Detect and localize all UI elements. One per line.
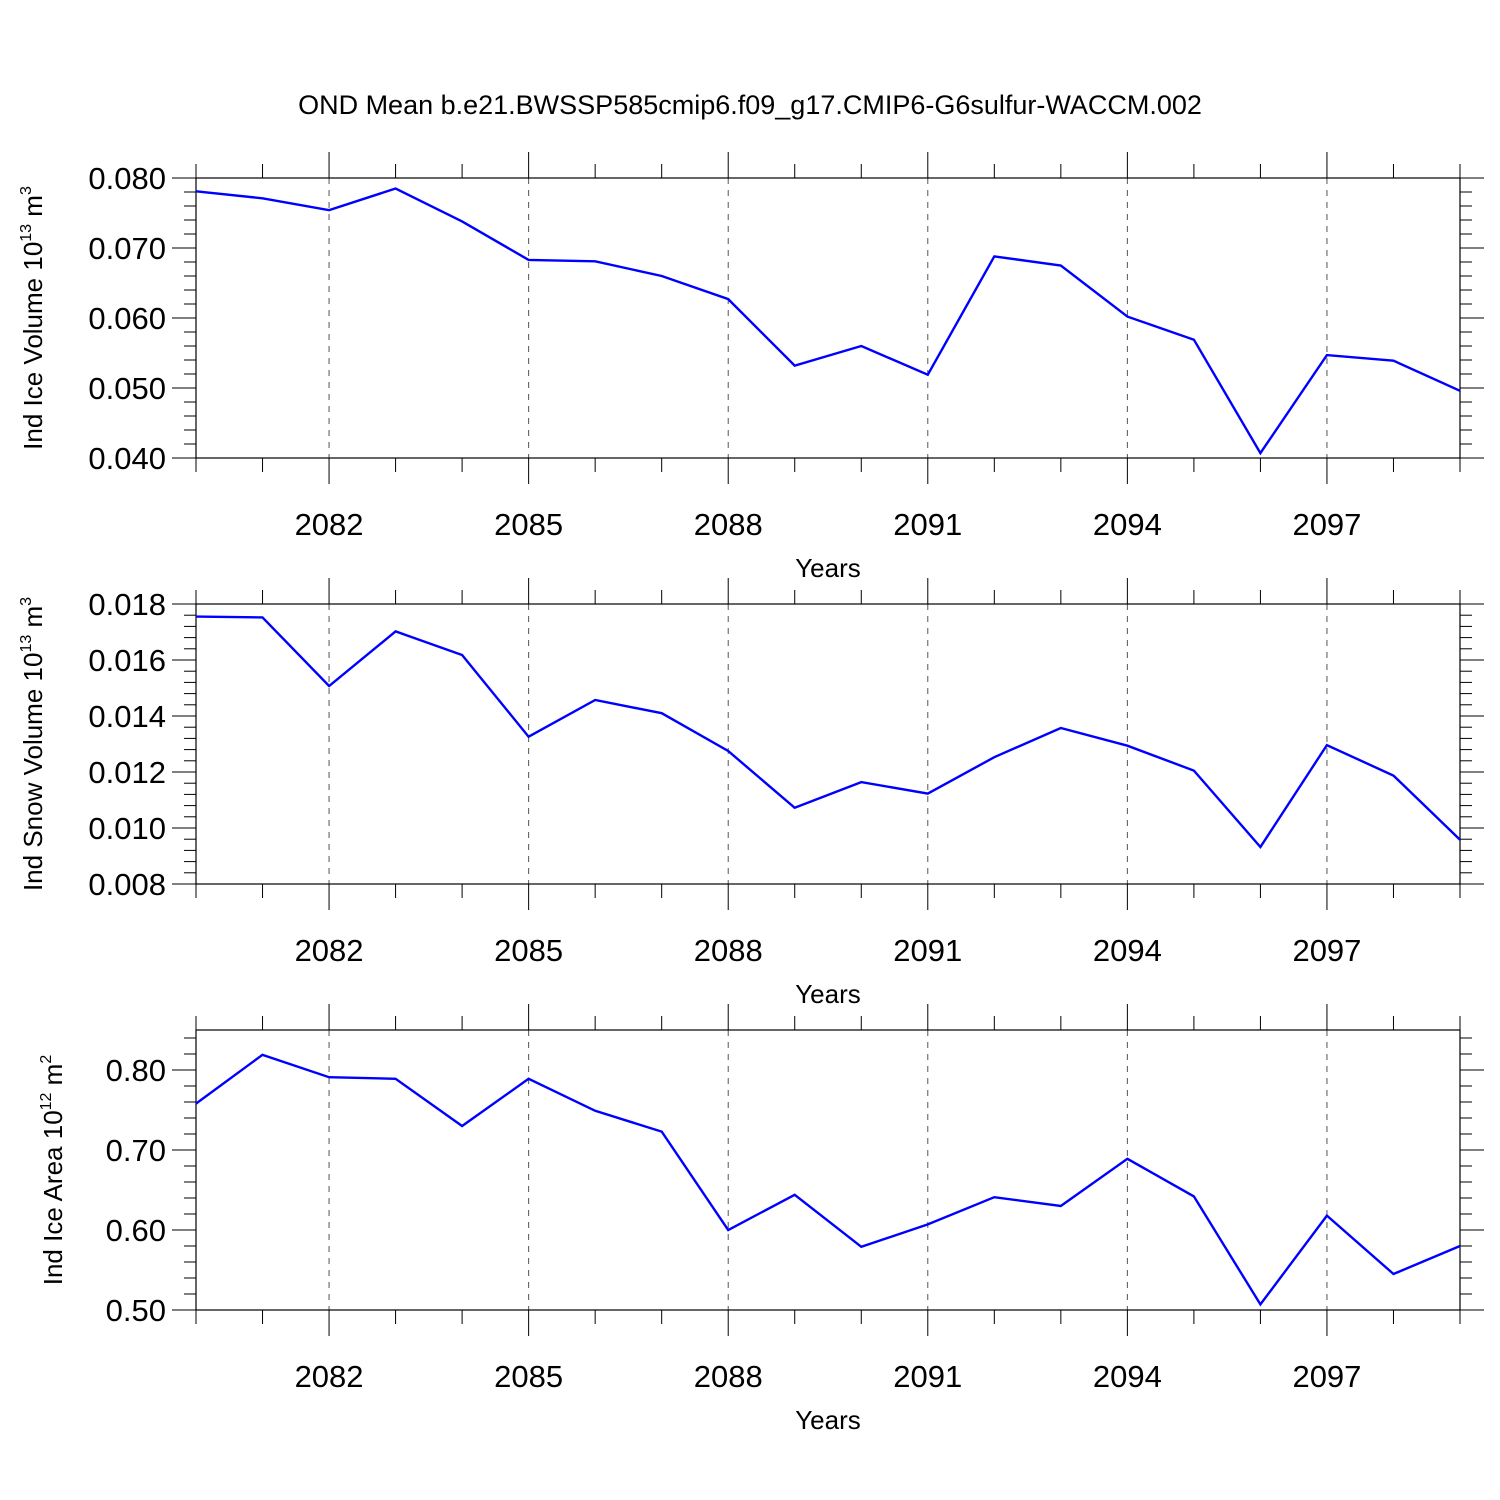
x-tick-label: 2097 <box>1292 933 1361 968</box>
x-tick-label: 2091 <box>893 507 962 542</box>
y-tick-label: 0.008 <box>88 867 166 902</box>
x-tick-label: 2085 <box>494 1359 563 1394</box>
y-tick-label: 0.018 <box>88 587 166 622</box>
y-tick-label: 0.050 <box>88 371 166 406</box>
y-tick-label: 0.080 <box>88 161 166 196</box>
panel-3: 0.50 0.60 0.70 0.80 2082 2085 2088 2091 2094 2097… <box>38 1004 1484 1435</box>
series-line <box>195 1053 1461 1307</box>
y-tick-label: 0.60 <box>106 1213 166 1248</box>
x-tick-label: 2085 <box>494 933 563 968</box>
x-tick-label: 2082 <box>295 933 364 968</box>
y-tick-label: 0.016 <box>88 643 166 678</box>
x-axis-title: Years <box>795 553 861 583</box>
x-tick-label: 2094 <box>1093 507 1162 542</box>
panel-2: 0.008 0.010 0.012 0.014 0.016 0.018 2082 2085 20… <box>18 578 1484 1009</box>
x-tick-label: 2082 <box>295 507 364 542</box>
panel-1: 0.040 0.050 0.060 0.070 0.080 2082 2085 2088 209… <box>18 152 1484 583</box>
y-tick-label: 0.50 <box>106 1293 166 1328</box>
y-tick-label: 0.80 <box>106 1053 166 1088</box>
y-axis-title: Ind Ice Volume 1013 m3 <box>18 186 48 450</box>
y-tick-label: 0.040 <box>88 441 166 476</box>
y-tick-label: 0.010 <box>88 811 166 846</box>
x-tick-label: 2088 <box>694 507 763 542</box>
x-tick-label: 2091 <box>893 1359 962 1394</box>
series-line <box>195 615 1461 849</box>
x-tick-label: 2088 <box>694 933 763 968</box>
figure-title: OND Mean b.e21.BWSSP585cmip6.f09_g17.CMI… <box>298 90 1202 120</box>
series-line <box>195 187 1461 456</box>
x-tick-label: 2097 <box>1292 507 1361 542</box>
y-tick-label: 0.014 <box>88 699 166 734</box>
y-axis-title: Ind Ice Area 1012 m2 <box>38 1055 68 1286</box>
plot-frame <box>195 1029 1461 1311</box>
x-tick-label: 2094 <box>1093 1359 1162 1394</box>
x-tick-label: 2082 <box>295 1359 364 1394</box>
y-tick-label: 0.070 <box>88 231 166 266</box>
y-axis-title: Ind Snow Volume 1013 m3 <box>18 597 48 891</box>
y-tick-label: 0.060 <box>88 301 166 336</box>
plot-frame <box>195 177 1461 459</box>
plot-frame <box>195 603 1461 885</box>
y-tick-label: 0.70 <box>106 1133 166 1168</box>
x-axis-title: Years <box>795 979 861 1009</box>
x-tick-label: 2094 <box>1093 933 1162 968</box>
x-tick-label: 2088 <box>694 1359 763 1394</box>
x-tick-label: 2091 <box>893 933 962 968</box>
y-tick-label: 0.012 <box>88 755 166 790</box>
x-axis-title: Years <box>795 1405 861 1435</box>
x-tick-label: 2085 <box>494 507 563 542</box>
x-tick-label: 2097 <box>1292 1359 1361 1394</box>
